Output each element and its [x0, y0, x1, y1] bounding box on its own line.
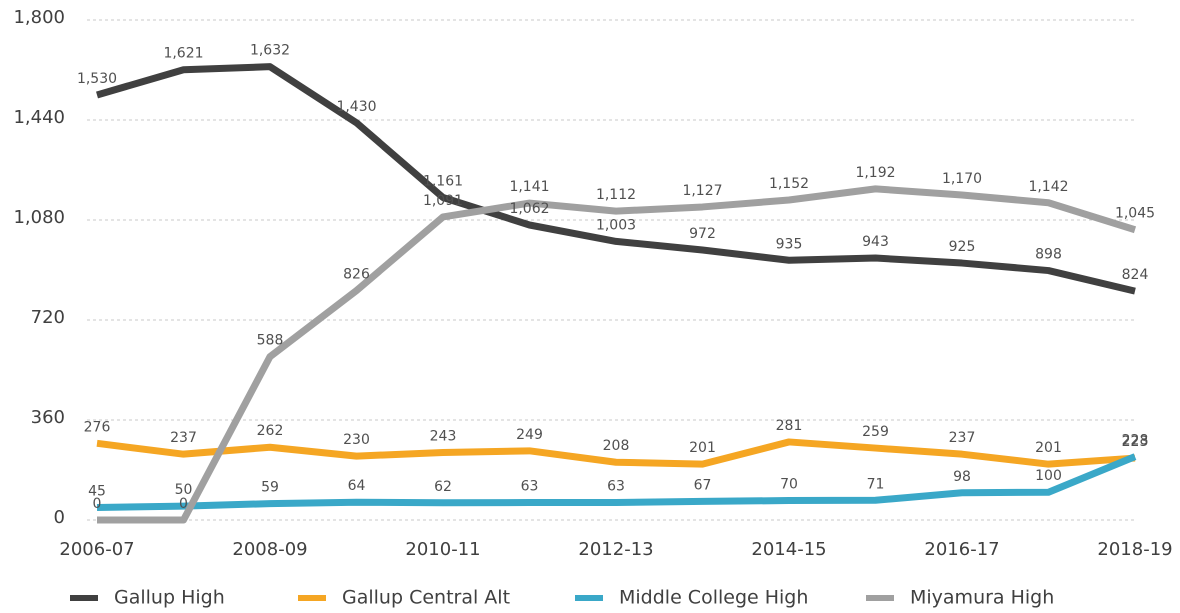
data-label: 1,141 [509, 179, 549, 195]
legend-label: Gallup High [114, 587, 225, 609]
data-label: 1,430 [336, 99, 376, 115]
data-label: 50 [175, 482, 193, 498]
y-tick-label: 720 [31, 307, 65, 328]
y-tick-label: 0 [54, 507, 65, 528]
data-label: 259 [862, 424, 889, 440]
data-label: 824 [1122, 267, 1149, 283]
data-label: 972 [689, 226, 716, 242]
data-label: 1,062 [509, 201, 549, 217]
data-label: 1,112 [596, 187, 636, 203]
data-label: 1,170 [942, 171, 982, 187]
data-label: 98 [953, 469, 971, 485]
data-label: 1,530 [77, 71, 117, 87]
data-label: 1,192 [855, 165, 895, 181]
data-label: 230 [343, 432, 370, 448]
data-label: 208 [603, 438, 630, 454]
data-label: 1,161 [423, 174, 463, 190]
x-tick-label: 2008-09 [232, 539, 307, 560]
data-label: 276 [84, 419, 111, 435]
y-tick-label: 1,080 [13, 207, 65, 228]
data-label: 281 [776, 418, 803, 434]
data-label: 0 [179, 496, 188, 512]
series-line [96, 453, 1137, 511]
x-tick-label: 2012-13 [578, 539, 653, 560]
legend-label: Middle College High [619, 587, 808, 609]
data-label: 0 [93, 496, 102, 512]
y-tick-label: 360 [31, 407, 65, 428]
y-tick-label: 1,800 [13, 7, 65, 28]
data-label: 1,621 [163, 46, 203, 62]
data-label: 59 [261, 480, 279, 496]
series-line [96, 63, 1136, 295]
series-line [97, 185, 1137, 524]
data-label: 237 [170, 430, 197, 446]
data-label: 935 [776, 236, 803, 252]
data-label: 71 [867, 476, 885, 492]
series-line [96, 438, 1136, 468]
data-label: 237 [949, 430, 976, 446]
data-label: 1,632 [250, 43, 290, 59]
data-label: 70 [780, 477, 798, 493]
data-label: 100 [1035, 468, 1062, 484]
x-tick-label: 2014-15 [751, 539, 826, 560]
data-label: 201 [689, 440, 716, 456]
data-label: 67 [694, 477, 712, 493]
data-label: 1,152 [769, 176, 809, 192]
data-label: 249 [516, 427, 543, 443]
y-tick-label: 1,440 [13, 107, 65, 128]
data-label: 228 [1122, 433, 1149, 449]
data-label: 262 [257, 423, 284, 439]
legend-label: Miyamura High [910, 587, 1054, 609]
data-label: 243 [430, 429, 457, 445]
data-label: 223 [1122, 434, 1149, 450]
x-tick-label: 2010-11 [405, 539, 480, 560]
data-label: 925 [949, 239, 976, 255]
data-label: 588 [257, 333, 284, 349]
x-tick-label: 2006-07 [59, 539, 134, 560]
data-label: 63 [521, 479, 539, 495]
data-label: 1,127 [682, 183, 722, 199]
data-label: 898 [1035, 247, 1062, 263]
legend-label: Gallup Central Alt [342, 587, 510, 609]
data-label: 201 [1035, 440, 1062, 456]
data-label: 1,003 [596, 217, 636, 233]
data-label: 1,142 [1028, 179, 1068, 195]
data-label: 943 [862, 234, 889, 250]
data-label: 1,045 [1115, 206, 1155, 222]
data-label: 63 [607, 479, 625, 495]
x-tick-label: 2018-19 [1097, 539, 1172, 560]
data-label: 62 [434, 479, 452, 495]
data-label: 826 [343, 267, 370, 283]
data-label: 45 [88, 484, 106, 500]
x-tick-label: 2016-17 [924, 539, 999, 560]
data-label: 64 [348, 478, 366, 494]
data-label: 1,091 [423, 193, 463, 209]
